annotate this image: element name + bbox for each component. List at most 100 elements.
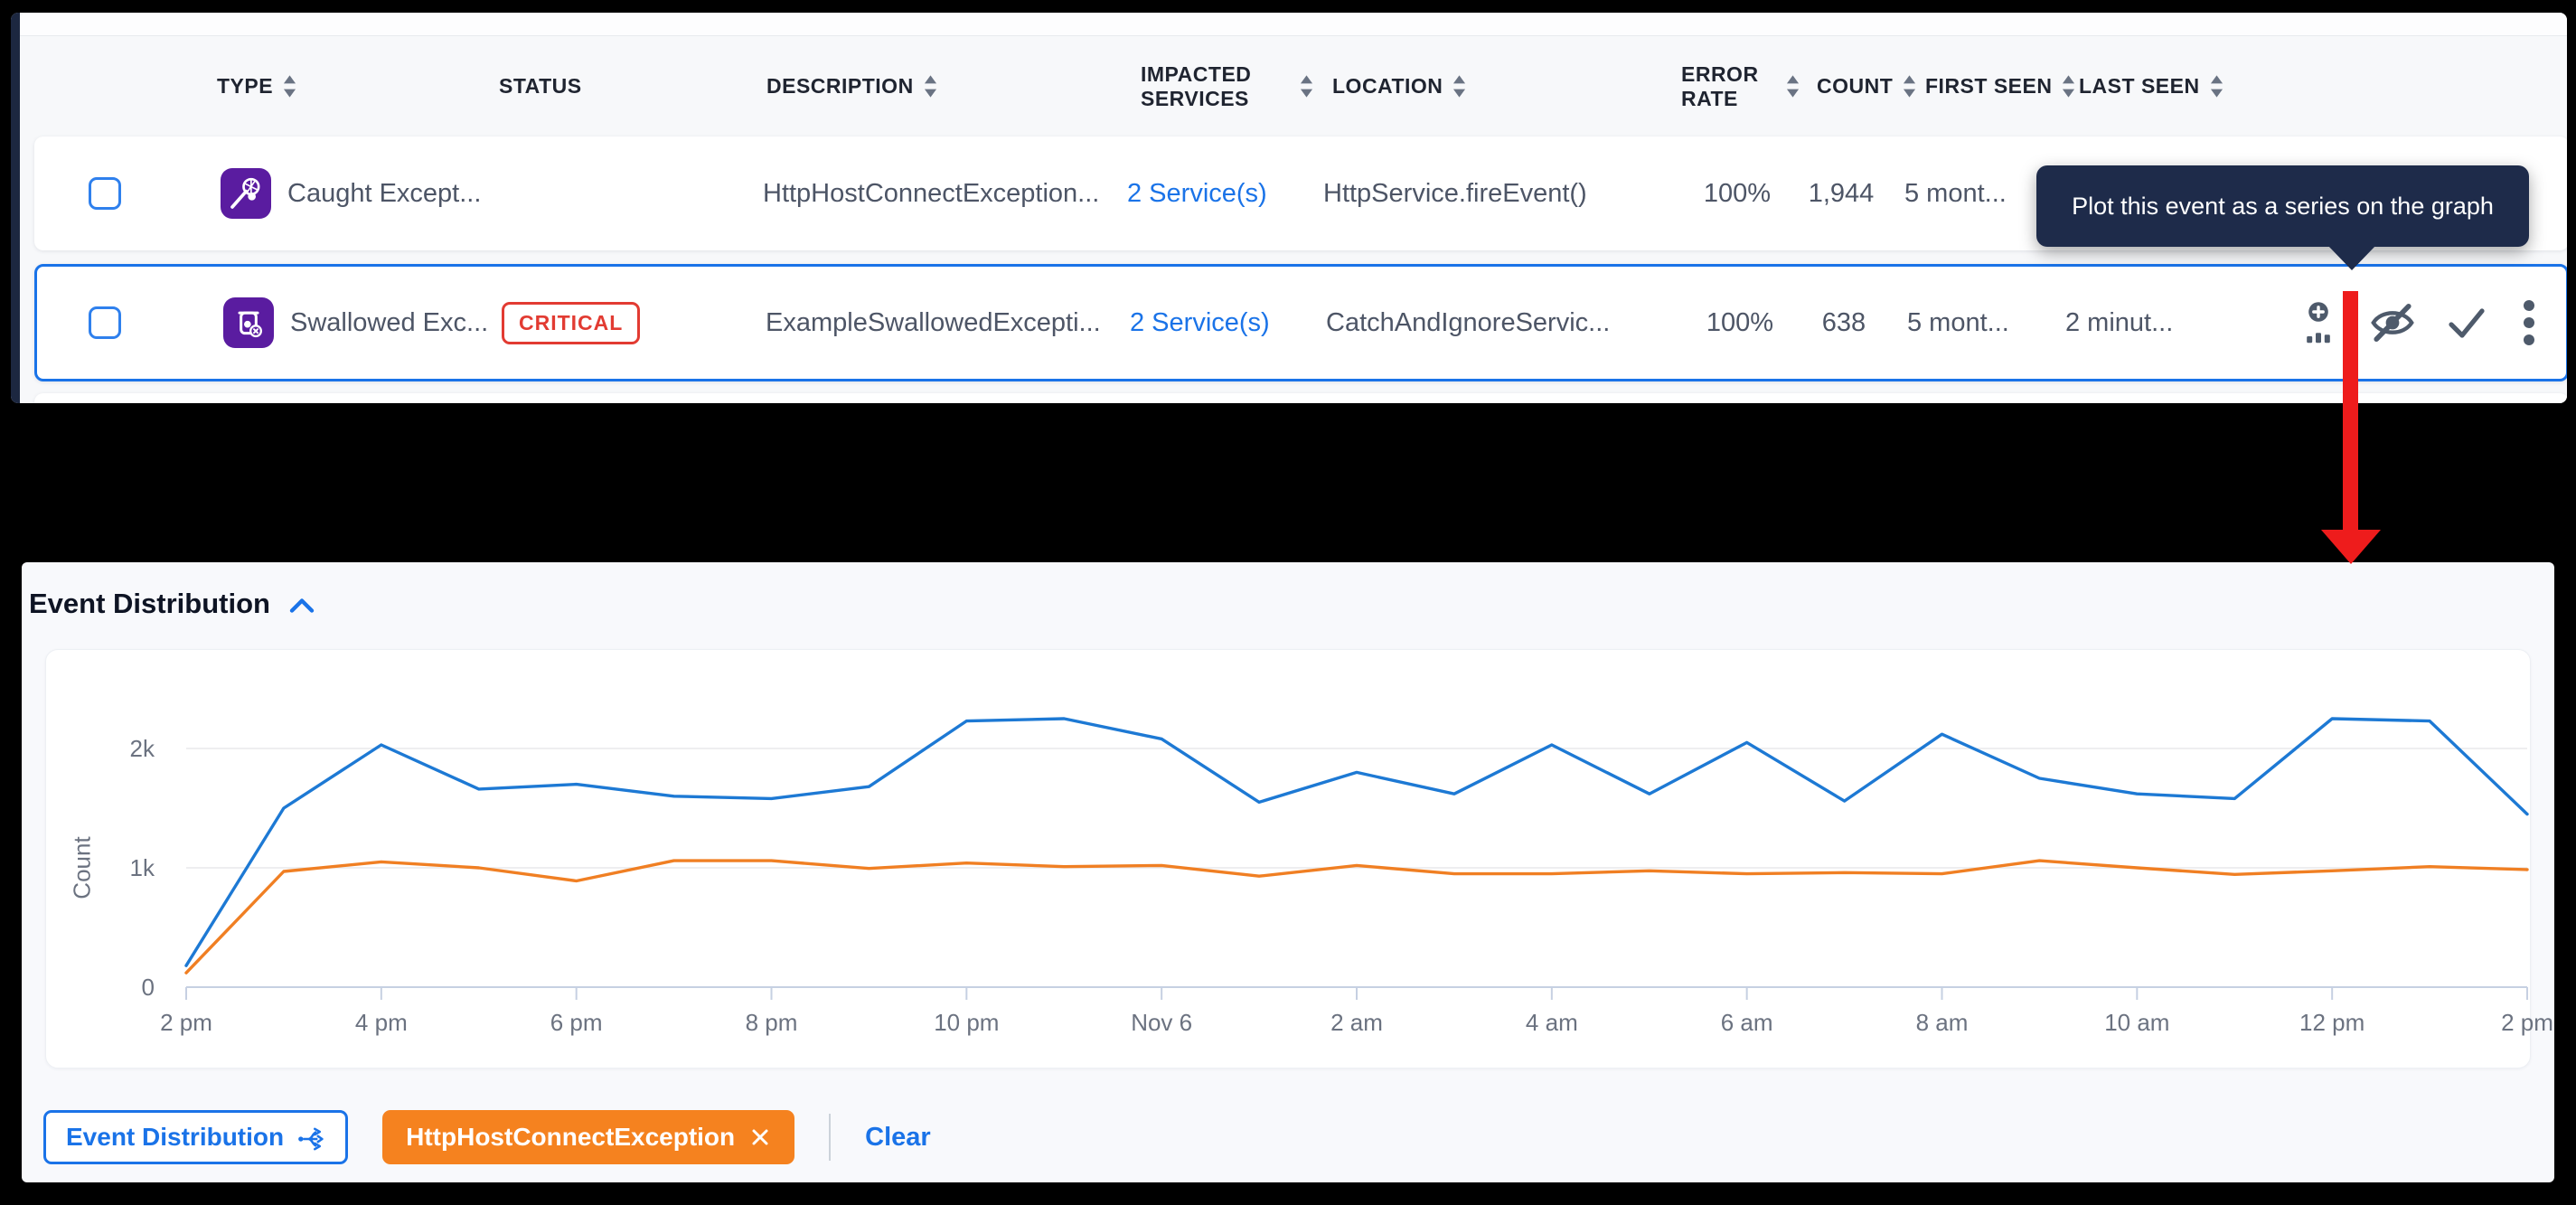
table-header-row: TYPE STATUS DESCRIPTION IMPACTED SERVICE… [11,36,2567,137]
column-header-status: STATUS [499,36,582,137]
sort-icon[interactable] [923,74,938,99]
x-tick-label: 10 am [2104,1009,2170,1036]
type-cell: Swallowed Exc... [223,267,488,379]
annotation-arrow-shaft [2343,291,2358,530]
error-rate-cell: 100% [1703,178,1772,208]
description-cell: HttpHostConnectException... [763,178,1100,208]
x-tick-label: 2 am [1330,1009,1383,1036]
more-menu-icon[interactable] [2517,297,2541,348]
sort-icon[interactable] [1902,74,1917,99]
x-tick-label: 2 pm [2501,1009,2553,1036]
column-label: ERROR RATE [1681,61,1759,110]
series-line-event-distribution [184,717,2529,967]
error-rate-cell: 100% [1706,307,1774,337]
status-cell: CRITICAL [502,267,641,379]
chart-plot-area: 0 1k 2k 2 pm 4 pm 6 pm 8 pm 10 pm Nov 6 2 am 4 am 6… [46,650,2553,1068]
column-label: STATUS [499,74,582,98]
critical-badge: CRITICAL [502,301,641,344]
chart-legend-row: Event Distribution HttpHostConnectExcept… [43,1110,931,1164]
chart-header: Event Distribution [29,588,315,620]
tooltip-text: Plot this event as a series on the graph [2072,192,2494,220]
first-seen-cell: 5 mont... [1904,178,2007,208]
column-label: LAST SEEN [2079,74,2200,98]
x-tick-label: 6 pm [550,1009,603,1036]
column-header-description[interactable]: DESCRIPTION [766,36,938,137]
column-label: LOCATION [1332,74,1443,98]
table-top-edge [20,13,2567,36]
hide-event-icon[interactable] [2369,297,2416,348]
x-tick-label: Nov 6 [1131,1009,1193,1036]
column-header-impacted-services[interactable]: IMPACTED SERVICES [1141,36,1314,137]
x-tick-label: 4 pm [354,1009,408,1036]
column-header-error-rate[interactable]: ERROR RATE [1681,36,1800,137]
annotation-arrow-head [2321,530,2381,564]
type-cell: Caught Except... [221,137,481,250]
column-header-last-seen[interactable]: LAST SEEN [2079,36,2224,137]
count-cell: 1,944 [1808,178,1875,208]
y-tick-label: 2k [129,735,155,762]
column-label: FIRST SEEN [1925,74,2053,98]
plot-series-icon[interactable] [2295,297,2342,348]
row-checkbox-cell [89,137,121,250]
row-checkbox[interactable] [89,306,121,339]
remove-series-icon[interactable] [749,1126,771,1148]
swallowed-exception-icon [223,297,274,348]
series-button-label: Event Distribution [66,1123,285,1151]
last-seen-cell: 2 minut... [2065,307,2174,337]
x-tick-label: 4 am [1525,1009,1578,1036]
sort-icon[interactable] [1785,74,1800,99]
caught-exception-icon [221,168,271,219]
column-label: COUNT [1817,74,1894,98]
event-distribution-panel: Event Distribution 0 1k 2k 2 pm 4 pm 6 pm 8 pm… [22,562,2554,1182]
column-label: DESCRIPTION [766,74,914,98]
description-cell: ExampleSwallowedExcepti... [766,307,1101,337]
fork-share-icon [296,1125,325,1153]
divider [829,1114,832,1161]
sort-icon[interactable] [1299,74,1314,99]
series-line-httphostconnectexception [184,859,2529,974]
x-tick-label: 8 pm [745,1009,798,1036]
location-cell: CatchAndIgnoreServic... [1326,307,1611,337]
table-row-selected[interactable]: Swallowed Exc... CRITICAL ExampleSwallow… [34,264,2567,381]
table-row-partial [34,393,2567,403]
chart-card: 0 1k 2k 2 pm 4 pm 6 pm 8 pm 10 pm Nov 6 2 am 4 am 6… [45,649,2553,1068]
x-tick-label: 12 pm [2299,1009,2365,1036]
row-checkbox[interactable] [89,177,121,210]
sort-icon[interactable] [1452,74,1467,99]
sort-icon[interactable] [2061,74,2076,99]
event-type-label: Swallowed Exc... [290,307,489,337]
x-tick-label: 10 pm [934,1009,1000,1036]
column-label: TYPE [217,74,274,98]
count-cell: 638 [1821,307,1866,337]
column-header-count[interactable]: COUNT [1817,36,1917,137]
sort-icon[interactable] [2209,74,2224,99]
impacted-services-link[interactable]: 2 Service(s) [1130,307,1270,337]
x-tick-label: 2 pm [160,1009,212,1036]
http-host-connect-exception-chip[interactable]: HttpHostConnectException [382,1110,795,1164]
column-header-location[interactable]: LOCATION [1332,36,1467,137]
resolve-check-icon[interactable] [2443,297,2490,348]
column-header-type[interactable]: TYPE [217,36,297,137]
first-seen-cell: 5 mont... [1907,307,2009,337]
chevron-up-icon[interactable] [288,596,315,616]
sidebar-edge [11,13,20,403]
event-distribution-series-button[interactable]: Event Distribution [43,1110,349,1164]
y-tick-label: 1k [129,854,155,881]
x-tick-label: 6 am [1720,1009,1773,1036]
y-tick-label: 0 [141,974,155,1001]
tooltip-pointer [2327,245,2376,270]
chart-svg [184,717,2529,1000]
event-type-label: Caught Except... [287,178,482,208]
x-tick-label: 8 am [1915,1009,1969,1036]
column-label: IMPACTED SERVICES [1141,61,1252,110]
impacted-services-link[interactable]: 2 Service(s) [1127,178,1267,208]
sort-icon[interactable] [282,74,297,99]
clear-button[interactable]: Clear [865,1122,931,1152]
location-cell: HttpService.fireEvent() [1323,178,1587,208]
row-checkbox-cell [89,267,121,379]
filter-chip-label: HttpHostConnectException [406,1123,736,1151]
plot-event-tooltip: Plot this event as a series on the graph [2036,165,2529,270]
row-actions [2295,267,2541,379]
column-header-first-seen[interactable]: FIRST SEEN [1925,36,2076,137]
